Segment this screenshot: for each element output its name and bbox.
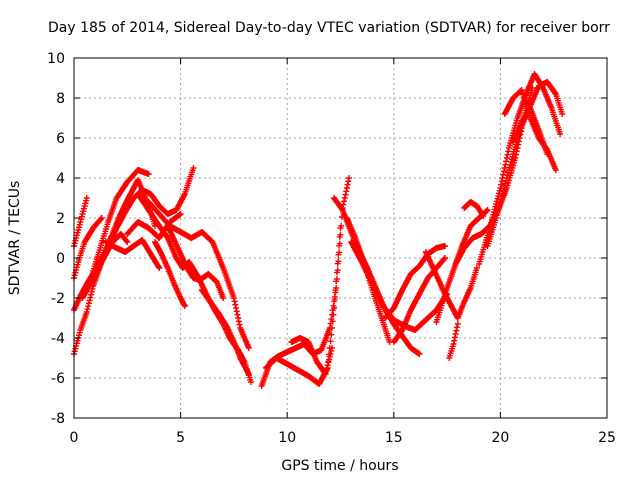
series-sat-22	[422, 249, 480, 321]
data-marks	[71, 71, 566, 389]
y-tick-label: -2	[51, 291, 65, 307]
data-point-markers	[382, 243, 448, 321]
y-axis-label: SDTVAR / TECUs	[7, 181, 23, 296]
y-axis-ticks: -8 -6 -4 -2 0 2 4 6 8 10	[47, 51, 607, 427]
data-point-markers	[103, 237, 163, 271]
x-axis-label: GPS time / hours	[281, 458, 398, 474]
series-sat-11	[164, 223, 227, 301]
y-tick-label: 0	[56, 251, 65, 267]
series-sat-24	[446, 321, 461, 361]
x-tick-label: 5	[176, 430, 185, 446]
data-point-markers	[152, 239, 188, 309]
data-point-markers	[164, 223, 227, 301]
y-tick-label: 2	[56, 211, 65, 227]
series-sat-12	[152, 239, 188, 309]
data-point-markers	[88, 167, 152, 281]
series-sat-7	[103, 237, 163, 271]
y-tick-label: -8	[51, 411, 65, 427]
data-point-markers	[198, 287, 252, 377]
plot-frame	[73, 57, 608, 419]
data-point-markers	[461, 199, 487, 219]
series-sat-13	[198, 287, 252, 377]
series-sat-6	[88, 167, 152, 281]
chart-title: Day 185 of 2014, Sidereal Day-to-day VTE…	[48, 20, 610, 36]
data-point-markers	[135, 191, 254, 385]
grid-lines	[74, 58, 607, 418]
y-tick-label: 8	[56, 91, 65, 107]
x-tick-label: 10	[278, 430, 296, 446]
series-sat-26	[461, 199, 487, 219]
data-point-markers	[288, 335, 335, 377]
data-point-markers	[510, 105, 551, 157]
series-sat-30	[510, 105, 551, 157]
data-point-markers	[446, 321, 461, 361]
series-sat-19	[348, 239, 451, 333]
y-tick-label: 4	[56, 171, 65, 187]
series-sat-16	[288, 335, 335, 377]
data-point-markers	[348, 239, 451, 333]
x-axis-ticks: 0 5 10 15 20 25	[70, 58, 616, 446]
x-tick-label: 0	[70, 430, 79, 446]
y-tick-label: 6	[56, 131, 65, 147]
y-tick-label: 10	[47, 51, 65, 67]
x-tick-label: 25	[598, 430, 616, 446]
series-sat-20	[382, 243, 448, 321]
data-point-markers	[422, 249, 480, 321]
y-tick-label: -4	[51, 331, 65, 347]
y-tick-label: -6	[51, 371, 65, 387]
x-tick-label: 15	[385, 430, 403, 446]
series-sat-9	[135, 191, 254, 385]
x-tick-label: 20	[491, 430, 509, 446]
